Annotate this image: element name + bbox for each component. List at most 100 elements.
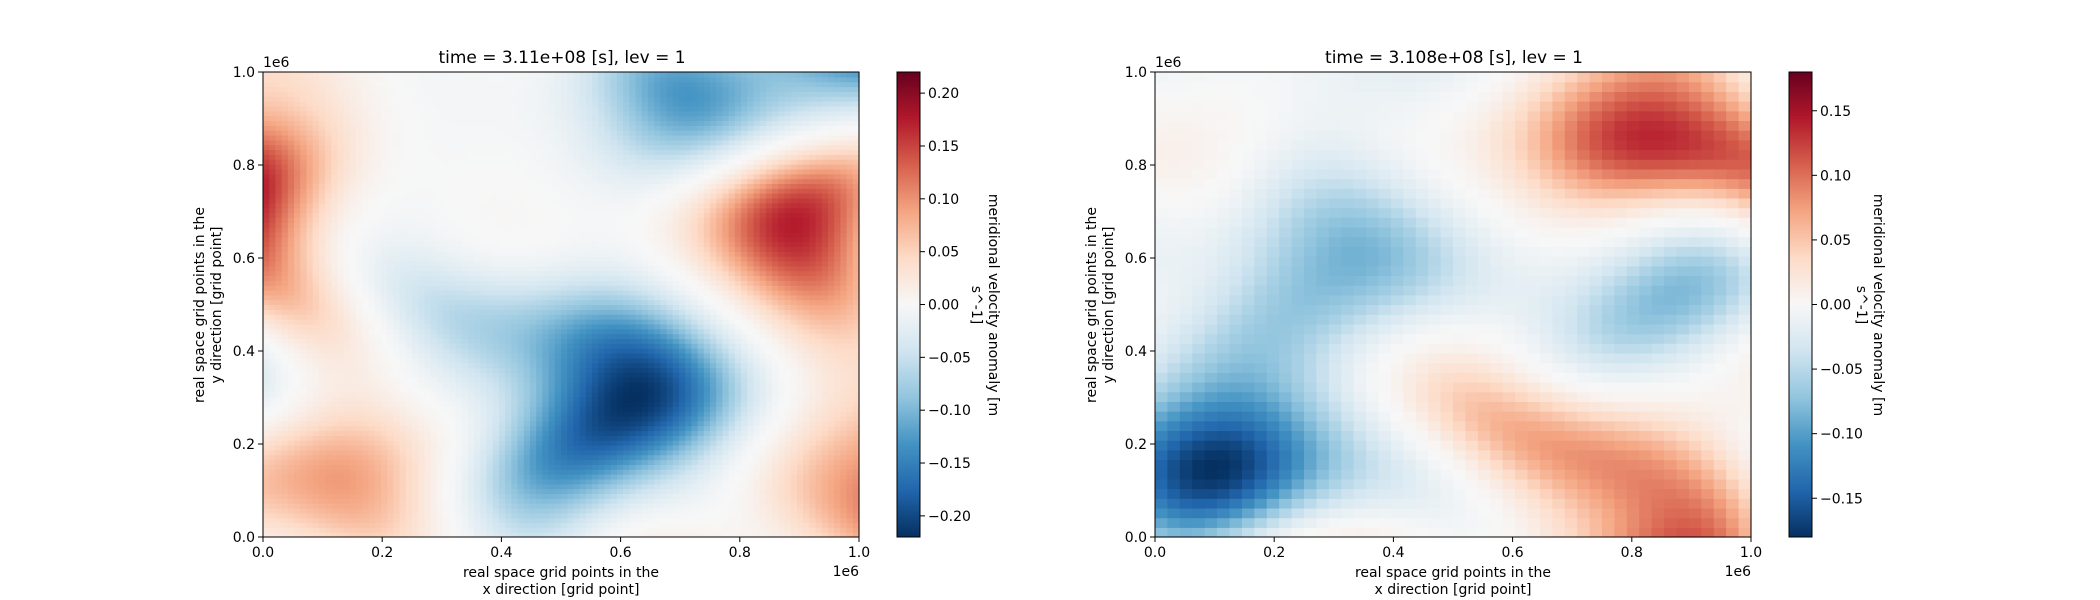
heatmap-cell [263,440,270,446]
heatmap-cell [318,430,326,436]
heatmap-cell [523,382,531,388]
heatmap-cell [393,527,401,533]
heatmap-cell [815,396,823,402]
heatmap-cell [511,391,519,398]
heatmap-cell [418,323,426,330]
heatmap-cell [275,512,283,519]
heatmap-cell [374,319,382,325]
heatmap-cell [424,348,432,354]
heatmap-cell [455,343,463,349]
heatmap-cell [561,454,568,461]
heatmap-cell [815,503,823,509]
heatmap-cell [852,478,860,485]
heatmap-cell [436,333,444,339]
heatmap-cell [666,503,674,509]
heatmap-cell [443,386,450,393]
heatmap-cell [610,391,618,398]
heatmap-cell [809,454,817,461]
heatmap-cell [455,333,463,339]
heatmap-cell [753,299,761,306]
heatmap-cell [548,507,556,514]
heatmap-cell [629,289,637,296]
heatmap-cell [337,362,345,369]
heatmap-cell [561,507,568,514]
heatmap-cell [759,415,767,422]
heatmap-cell [654,357,661,364]
heatmap-cell [542,319,550,325]
heatmap-cell [474,348,481,354]
heatmap-cell [554,396,562,402]
heatmap-cell [598,440,606,446]
heatmap-cell [443,469,450,475]
heatmap-cell [734,449,742,456]
heatmap-cell [561,323,568,330]
heatmap-cell [529,314,537,320]
heatmap-cell [474,444,481,451]
heatmap-cell [337,386,345,393]
heatmap-cell [784,391,792,398]
heatmap-cell [263,507,270,514]
heatmap-cell [443,396,450,402]
heatmap-cell [592,304,599,310]
heatmap-cell [809,328,817,335]
heatmap-cell [573,319,581,325]
heatmap-cell [803,483,810,490]
heatmap-cell [585,444,593,451]
heatmap-cell [449,391,457,398]
heatmap-cell [703,532,711,538]
heatmap-cell [486,338,494,344]
heatmap-cell [480,357,488,364]
heatmap-cell [734,454,742,461]
heatmap-cell [443,478,450,485]
heatmap-cell [467,323,475,330]
heatmap-cell [287,440,295,446]
heatmap-cell [492,415,500,422]
heatmap-cell [523,319,531,325]
heatmap-cell [405,396,413,402]
heatmap-cell [343,391,351,398]
heatmap-cell [691,430,699,436]
heatmap-cell [753,333,761,339]
heatmap-cell [430,415,438,422]
heatmap-cell [554,532,562,538]
heatmap-cell [697,289,705,296]
heatmap-cell [753,357,761,364]
heatmap-cell [616,396,624,402]
heatmap-cell [436,444,444,451]
heatmap-cell [827,382,835,388]
heatmap-cell [436,357,444,364]
heatmap-cell [809,411,817,417]
heatmap-cell [728,425,736,432]
heatmap-cell [380,333,388,339]
heatmap-cell [672,323,680,330]
heatmap-cell [405,435,413,441]
heatmap-cell [691,386,699,393]
heatmap-cell [281,299,289,306]
heatmap-cell [511,469,519,475]
heatmap-cell [579,483,587,490]
heatmap-cell [480,478,488,485]
heatmap-cell [654,289,661,296]
heatmap-cell [660,474,668,480]
heatmap-cell [511,338,519,344]
heatmap-cell [374,357,382,364]
heatmap-cell [784,367,792,373]
heatmap-cell [734,285,742,291]
heatmap-cell [424,289,432,296]
heatmap-cell [424,362,432,369]
heatmap-cell [281,289,289,296]
heatmap-cell [474,328,481,335]
heatmap-cell [387,459,394,465]
heatmap-cell [467,498,475,504]
heatmap-cell [759,464,767,470]
heatmap-cell [269,280,277,286]
heatmap-cell [461,396,469,402]
heatmap-cell [685,454,692,461]
heatmap-cell [318,478,326,485]
heatmap-cell [263,415,270,422]
heatmap-cell [585,289,593,296]
heatmap-cell [542,415,550,422]
heatmap-cell [710,294,717,301]
heatmap-cell [772,488,779,494]
heatmap-cell [300,488,308,494]
